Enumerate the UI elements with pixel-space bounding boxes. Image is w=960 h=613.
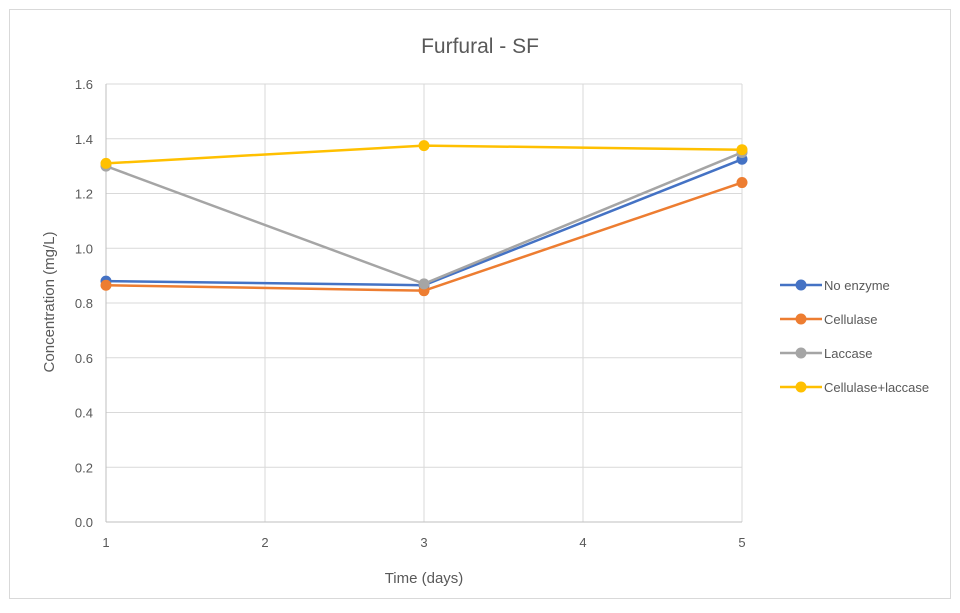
- legend: No enzyme Cellulase Laccase Cellulase+lacca…: [780, 278, 929, 395]
- y-tick-label: 1.6: [75, 77, 93, 92]
- series-lines: [100, 140, 748, 297]
- legend-marker: [795, 279, 807, 291]
- chart-frame: [9, 9, 951, 599]
- y-tick-label: 0.0: [75, 515, 93, 530]
- legend-label: Laccase: [824, 346, 872, 361]
- legend-item: Cellulase+laccase: [780, 380, 929, 395]
- y-tick-label: 1.0: [75, 241, 93, 256]
- y-tick-label: 1.2: [75, 187, 93, 202]
- y-tick-label: 0.4: [75, 406, 93, 421]
- legend-marker: [795, 347, 807, 359]
- x-tick-label: 1: [102, 535, 109, 550]
- chart-title: Furfural - SF: [421, 35, 539, 58]
- axes: 0.0 0.2 0.4 0.6 0.8 1.0 1.2 1.4 1.6 1 2 3 4 5: [75, 77, 746, 550]
- legend-item: No enzyme: [780, 278, 890, 293]
- legend-marker: [795, 381, 807, 393]
- data-point: [100, 279, 112, 291]
- data-point: [418, 140, 430, 152]
- data-point: [736, 177, 748, 189]
- y-axis-title: Concentration (mg/L): [41, 232, 58, 373]
- legend-label: No enzyme: [824, 278, 890, 293]
- data-point: [418, 278, 430, 290]
- x-tick-label: 5: [738, 535, 745, 550]
- y-tick-label: 0.2: [75, 460, 93, 475]
- data-point: [100, 157, 112, 169]
- legend-item: Cellulase: [780, 312, 877, 327]
- x-axis-title: Time (days): [385, 570, 464, 587]
- legend-label: Cellulase: [824, 312, 877, 327]
- legend-item: Laccase: [780, 346, 872, 361]
- legend-label: Cellulase+laccase: [824, 380, 929, 395]
- data-point: [736, 144, 748, 156]
- x-tick-label: 4: [579, 535, 586, 550]
- x-tick-label: 3: [420, 535, 427, 550]
- x-tick-label: 2: [261, 535, 268, 550]
- legend-marker: [795, 313, 807, 325]
- y-tick-label: 0.8: [75, 296, 93, 311]
- y-tick-label: 1.4: [75, 132, 93, 147]
- y-tick-label: 0.6: [75, 351, 93, 366]
